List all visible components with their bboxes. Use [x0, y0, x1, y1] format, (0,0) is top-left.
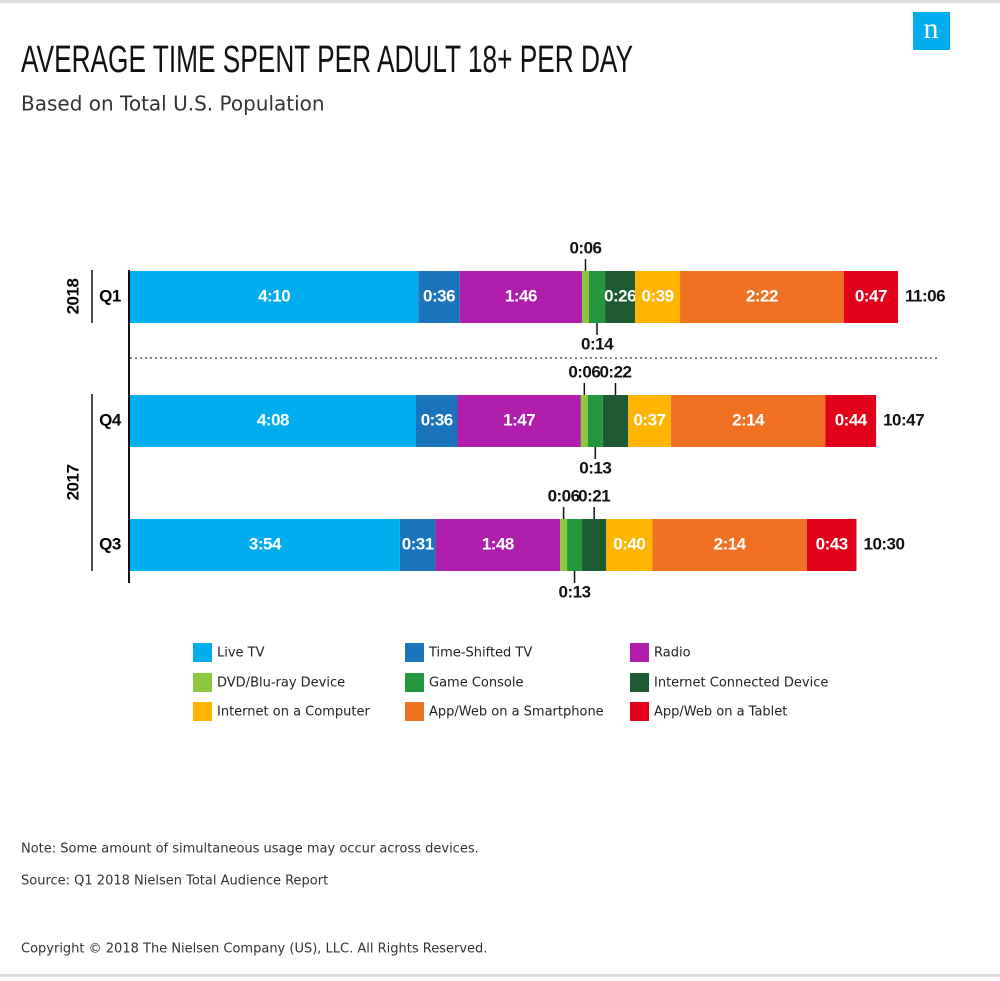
legend-swatch [405, 702, 424, 721]
row-label: Q3 [99, 534, 121, 553]
bar-segment [628, 395, 671, 447]
value-label: 0:13 [559, 582, 591, 601]
bar-segment [680, 271, 844, 323]
value-label: 0:39 [642, 286, 674, 305]
legend-swatch [630, 643, 649, 662]
bar-segment [560, 519, 568, 571]
value-label: 0:36 [421, 410, 453, 429]
bar-segment [459, 271, 583, 323]
bar-segment [399, 519, 436, 571]
value-label: 0:14 [581, 334, 614, 353]
legend-label: Radio [654, 646, 691, 661]
bar-segment [418, 271, 460, 323]
legend-label: Time-Shifted TV [428, 646, 532, 661]
note: Note: Some amount of simultaneous usage … [21, 842, 479, 857]
value-label: 0:43 [816, 534, 848, 553]
source: Source: Q1 2018 Nielsen Total Audience R… [21, 874, 328, 889]
value-label: 0:31 [402, 534, 434, 553]
legend-swatch [193, 673, 212, 692]
value-label: 2:22 [746, 286, 778, 305]
bar-segment [435, 519, 561, 571]
bar-segment [606, 519, 653, 571]
chart-subtitle: Based on Total U.S. Population [21, 92, 325, 116]
chart-title: AVERAGE TIME SPENT PER ADULT 18+ PER DAY [21, 39, 633, 81]
value-label: 0:21 [578, 486, 610, 505]
value-label: 0:37 [633, 410, 665, 429]
value-label: 0:47 [855, 286, 887, 305]
legend-label: App/Web on a Smartphone [429, 705, 604, 720]
value-label: 0:13 [579, 458, 611, 477]
legend-label: App/Web on a Tablet [654, 705, 787, 720]
legend-swatch [405, 673, 424, 692]
value-label: 1:47 [503, 410, 535, 429]
bar-segment [582, 271, 589, 323]
total-label: 10:30 [863, 534, 904, 553]
logo-box [913, 12, 950, 50]
value-label: 0:06 [569, 238, 601, 257]
value-label: 0:22 [599, 362, 631, 381]
legend-label: Internet Connected Device [654, 676, 828, 691]
value-label: 1:48 [482, 534, 514, 553]
value-label: 0:06 [548, 486, 580, 505]
bar-segment [605, 271, 636, 323]
bottom-border [0, 974, 1000, 977]
copyright: Copyright © 2018 The Nielsen Company (US… [21, 942, 487, 957]
legend-swatch [193, 643, 212, 662]
value-label: 2:14 [732, 410, 765, 429]
bar-segment [457, 395, 581, 447]
value-label: 0:06 [568, 362, 600, 381]
row-label: Q4 [99, 410, 122, 429]
bar-segment [130, 271, 419, 323]
legend-swatch [630, 673, 649, 692]
legend-swatch [630, 702, 649, 721]
legend-label: Live TV [217, 646, 265, 661]
logo: n [924, 12, 939, 45]
value-label: 0:26 [604, 286, 636, 305]
group-label: 2017 [63, 465, 82, 501]
total-label: 10:47 [883, 410, 924, 429]
bar-segment [588, 271, 606, 323]
bar-segment [130, 519, 400, 571]
legend-label: Internet on a Computer [217, 705, 370, 720]
legend-label: Game Console [429, 676, 523, 691]
value-label: 1:46 [505, 286, 537, 305]
top-border [0, 0, 1000, 3]
bar-segment [567, 519, 583, 571]
bar-segment [602, 395, 629, 447]
value-label: 0:44 [835, 410, 868, 429]
value-label: 4:10 [258, 286, 290, 305]
legend-swatch [405, 643, 424, 662]
bar-segment [670, 395, 826, 447]
bar-segment [580, 395, 588, 447]
bar-segment [652, 519, 807, 571]
bar-segment [582, 519, 607, 571]
value-label: 3:54 [249, 534, 282, 553]
legend-label: DVD/Blu-ray Device [217, 676, 345, 691]
bar-segment [806, 519, 857, 571]
value-label: 0:40 [613, 534, 645, 553]
value-label: 4:08 [257, 410, 289, 429]
bar-segment [635, 271, 681, 323]
bar-segment [825, 395, 877, 447]
value-label: 2:14 [714, 534, 747, 553]
value-label: 0:36 [423, 286, 455, 305]
row-label: Q1 [99, 286, 121, 305]
total-label: 11:06 [905, 286, 945, 305]
bar-segment [130, 395, 416, 447]
legend-swatch [193, 702, 212, 721]
bar-segment [415, 395, 458, 447]
bar-segment [843, 271, 898, 323]
group-label: 2018 [63, 279, 82, 315]
bar-segment [587, 395, 603, 447]
